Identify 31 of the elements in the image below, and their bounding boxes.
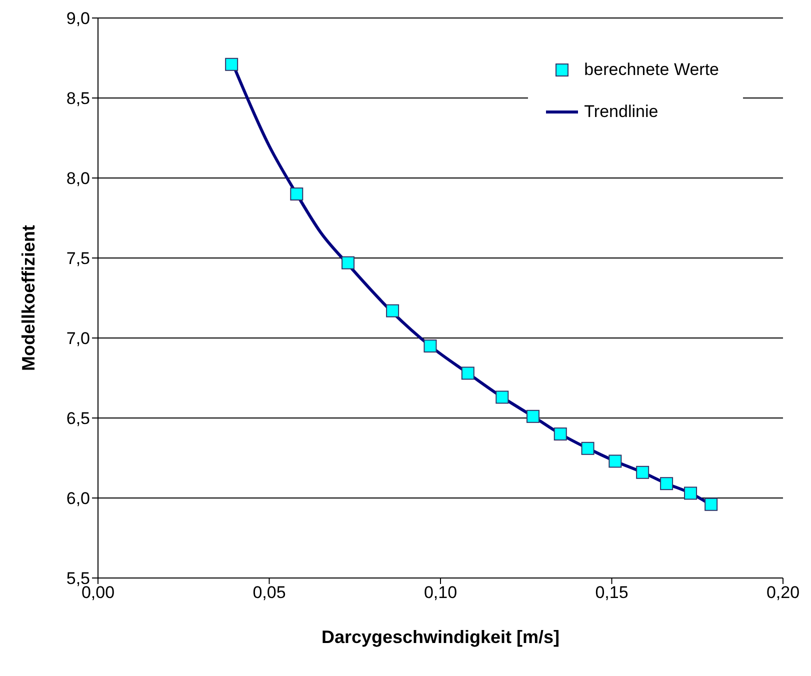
legend-label: berechnete Werte (584, 60, 719, 80)
y-tick-label: 6,0 (66, 489, 90, 508)
point (386, 304, 400, 318)
x-tick-label: 0,15 (595, 583, 628, 602)
point (461, 366, 474, 380)
point (225, 58, 238, 71)
x-axis-title: Darcygeschwindigkeit [m/s] (321, 627, 560, 647)
point (684, 486, 698, 500)
x-tick-label: 0,00 (81, 583, 115, 602)
x-tick-label: 0,10 (424, 583, 458, 602)
y-tick-label: 9,0 (66, 9, 90, 28)
y-axis-title: Modellkoeffizient (18, 224, 38, 372)
point (526, 410, 540, 423)
x-tick-label: 0,20 (766, 583, 800, 602)
y-tick-label: 8,0 (66, 169, 90, 188)
point (608, 454, 622, 468)
point (424, 340, 437, 352)
point (342, 256, 355, 270)
point (290, 188, 304, 200)
point (636, 466, 650, 479)
y-tick-label: 8,5 (66, 89, 90, 108)
point (660, 477, 674, 490)
point (496, 390, 509, 404)
point (704, 498, 718, 511)
y-tick-label: 7,5 (66, 249, 90, 268)
x-tick-label: 0,05 (252, 583, 286, 602)
point (581, 442, 594, 455)
y-tick-label: 7,0 (66, 329, 90, 348)
legend-label: Trendlinie (584, 102, 658, 122)
point (554, 428, 567, 440)
y-tick-label: 6,5 (66, 409, 90, 428)
